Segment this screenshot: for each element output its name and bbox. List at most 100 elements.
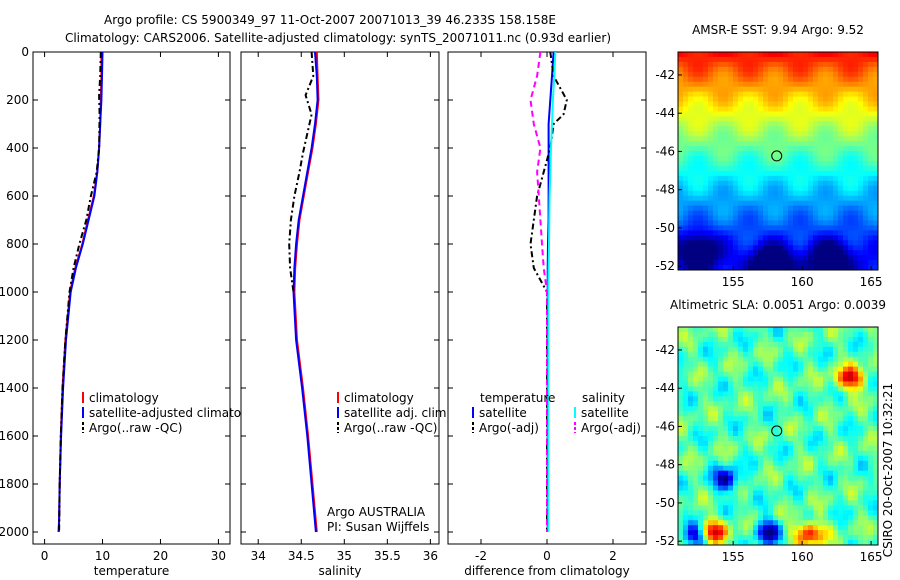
sla-cell [808, 351, 814, 358]
sla-cell [873, 356, 879, 363]
sla-cell [718, 525, 724, 531]
sst-cell [838, 175, 844, 182]
sla-cell [788, 510, 794, 516]
sla-cell [858, 411, 864, 417]
sla-cell [758, 436, 764, 442]
sst-cell [768, 96, 774, 102]
sla-cell [698, 480, 704, 486]
sla-cell [843, 505, 849, 511]
sla-cell [848, 381, 854, 387]
sla-cell [818, 396, 824, 402]
sst-cell [833, 200, 839, 206]
sst-cell [713, 195, 719, 202]
sst-cell [783, 225, 789, 231]
sla-cell [788, 540, 794, 546]
sst-cell [723, 205, 729, 211]
sla-cell [683, 535, 689, 541]
sst-cell [808, 136, 814, 142]
sla-cell [743, 535, 749, 541]
sst-cell [748, 175, 754, 182]
sla-cell [793, 351, 799, 358]
sla-cell [718, 445, 724, 452]
sst-cell [853, 126, 859, 132]
sla-cell [718, 401, 724, 407]
sla-cell [803, 406, 809, 412]
sla-cell [703, 510, 709, 516]
sla-cell [788, 327, 794, 333]
sst-cell [778, 126, 784, 132]
sst-cell [863, 151, 869, 157]
sla-cell [798, 401, 804, 407]
sst-cell [803, 165, 809, 172]
sla-cell [748, 416, 754, 422]
sst-cell [713, 235, 719, 241]
sla-cell [813, 391, 819, 397]
sla-cell [808, 336, 814, 343]
sst-cell [863, 96, 869, 102]
sst-cell [728, 136, 734, 142]
sla-cell [833, 520, 839, 526]
sst-cell [703, 86, 709, 93]
sla-cell [838, 351, 844, 358]
sla-cell [683, 445, 689, 452]
sla-cell [873, 460, 879, 467]
sla-cell [808, 366, 814, 372]
sla-cell [843, 475, 849, 481]
sst-cell [748, 230, 754, 236]
sst-cell [713, 136, 719, 142]
sst-cell [823, 61, 829, 68]
sst-cell [733, 260, 739, 266]
sst-cell [788, 86, 794, 93]
sst-cell [743, 175, 749, 182]
sst-cell [793, 180, 799, 187]
temperature-series-2 [58, 51, 102, 533]
sst-cell [753, 210, 759, 216]
sla-cell [833, 371, 839, 377]
sst-cell [733, 230, 739, 236]
sla-cell [768, 470, 774, 477]
sst-cell [723, 91, 729, 97]
sla-cell [778, 510, 784, 516]
sla-cell [683, 366, 689, 372]
sla-cell [748, 327, 754, 333]
sla-cell [858, 421, 864, 427]
sla-cell [823, 515, 829, 521]
sla-cell [778, 440, 784, 447]
sla-cell [773, 376, 779, 382]
sst-cell [743, 116, 749, 122]
sst-cell [678, 245, 684, 251]
sst-cell [873, 190, 879, 197]
sst-cell [768, 200, 774, 206]
sla-cell [773, 440, 779, 447]
sla-cell [773, 336, 779, 343]
sst-cell [768, 66, 774, 73]
sla-cell [818, 465, 824, 472]
sst-cell [763, 220, 769, 226]
sst-cell [693, 146, 699, 152]
sst-cell [683, 185, 689, 192]
sla-cell [748, 465, 754, 472]
sst-cell [838, 215, 844, 221]
sla-cell [818, 505, 824, 511]
sla-cell [813, 485, 819, 491]
sst-cell [763, 136, 769, 142]
sla-cell [828, 356, 834, 363]
sst-cell [783, 52, 789, 58]
sla-cell [758, 426, 764, 432]
sla-cell [773, 465, 779, 472]
sst-cell [768, 121, 774, 127]
sst-cell [808, 260, 814, 266]
sst-cell [728, 151, 734, 157]
sla-cell [678, 361, 684, 368]
sla-cell [843, 455, 849, 462]
sla-cell [698, 470, 704, 477]
sst-cell [843, 265, 849, 271]
sla-cell [733, 520, 739, 526]
sla-cell [758, 406, 764, 412]
sst-cell [863, 235, 869, 241]
sst-cell [803, 250, 809, 256]
sla-cell [708, 331, 714, 338]
sla-cell [688, 331, 694, 338]
sla-cell [688, 336, 694, 343]
sst-cell [783, 220, 789, 226]
